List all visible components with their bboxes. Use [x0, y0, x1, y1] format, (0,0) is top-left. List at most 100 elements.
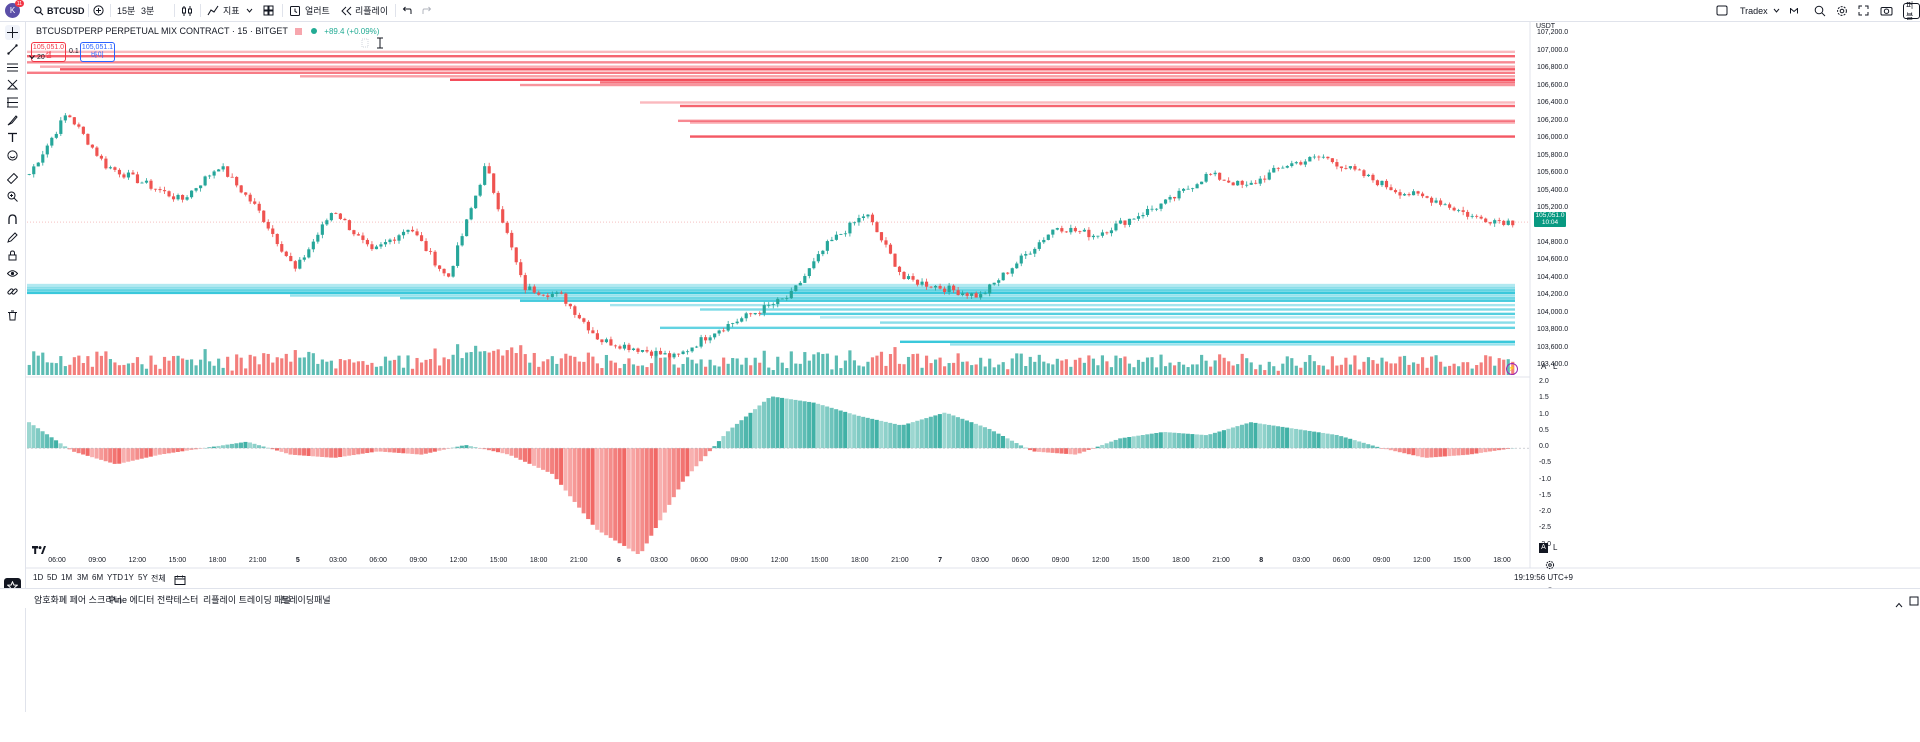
link-tool[interactable] [5, 284, 20, 299]
ruler-tool[interactable] [5, 171, 20, 186]
time-axis-label: 18:00 [1172, 557, 1190, 564]
chart-type-button[interactable] [181, 0, 193, 21]
volume-bar [1195, 364, 1199, 375]
candle-body [1200, 181, 1204, 185]
oscillator-bar [1343, 437, 1348, 449]
publish-button[interactable]: 퍼블 [1903, 1, 1920, 21]
clock[interactable]: 19:19:56 UTC+9 [1514, 573, 1573, 582]
add-symbol-button[interactable] [93, 0, 104, 21]
candle-body [1402, 194, 1407, 196]
settings-button[interactable] [1836, 0, 1848, 21]
fullscreen-button[interactable] [1858, 0, 1869, 21]
time-axis-label: 15:00 [1453, 557, 1471, 564]
range-button-전체[interactable]: 전체 [151, 574, 166, 583]
maximize-panel-button[interactable] [1909, 593, 1919, 611]
alert-button[interactable]: 얼러트 [289, 0, 330, 21]
layout-dropdown[interactable] [1773, 0, 1780, 21]
sell-button[interactable]: 105,051.0 셀 [31, 42, 66, 62]
volume-bar [171, 356, 176, 375]
layout-name[interactable]: Tradex [1740, 5, 1768, 16]
auto-scale-osc-button[interactable]: A [1539, 543, 1548, 553]
range-button-1d[interactable]: 1D [33, 573, 44, 582]
range-button-3m[interactable]: 3M [77, 573, 89, 582]
range-button-5y[interactable]: 5Y [138, 573, 148, 582]
oscillator-bar [342, 448, 347, 457]
drawing-mode-tool[interactable] [5, 230, 20, 245]
zoom-tool[interactable] [5, 189, 20, 204]
range-button-1y[interactable]: 1Y [124, 573, 134, 582]
layouts-button[interactable] [263, 0, 274, 21]
tab-trading-panel[interactable]: 트레이딩패널 [281, 595, 331, 605]
volume-bar [1168, 362, 1172, 375]
lock-tool[interactable] [5, 248, 20, 263]
buy-button[interactable]: 105,051.1 바이 [80, 42, 115, 62]
range-button-6m[interactable]: 6M [92, 573, 104, 582]
crosshair-tool[interactable] [5, 25, 20, 40]
magnet-tool[interactable] [5, 212, 20, 227]
oscillator-bar [387, 448, 392, 453]
price-axis[interactable]: USDT 107,200.0 107,000.0 106,800.0 106,600.… [1530, 22, 1920, 482]
date-range-button[interactable] [174, 572, 186, 590]
range-button-ytd[interactable]: YTD [107, 573, 123, 582]
pattern-tool[interactable] [5, 77, 20, 92]
tab-strategy-tester[interactable]: 전략테스터 [157, 595, 199, 605]
gmail-icon[interactable] [1790, 0, 1798, 21]
horizontal-lines-tool[interactable] [5, 60, 20, 75]
oscillator-axis-label: 0.5 [1539, 426, 1549, 434]
event-marker-icon[interactable]: ⚡ [1506, 363, 1518, 375]
depth-toggle[interactable]: 20 [29, 54, 45, 61]
fib-tool[interactable] [5, 95, 20, 110]
log-scale-osc-button[interactable]: L [1553, 543, 1558, 552]
remove-drawings-tool[interactable] [5, 308, 20, 323]
log-scale-button[interactable]: L [1553, 362, 1558, 371]
candle-body [1218, 172, 1222, 180]
trendline-tool[interactable] [5, 42, 20, 57]
time-axis-label: 18:00 [1493, 557, 1511, 564]
indicators-dropdown[interactable] [246, 0, 253, 21]
tab-replay-panel[interactable]: 리플레이 트레이딩 패널 [203, 595, 291, 605]
brush-tool[interactable] [5, 113, 20, 128]
collapse-panel-button[interactable] [1895, 595, 1903, 613]
volume-bar [622, 363, 627, 375]
ask-wall-bar [450, 78, 1515, 81]
candle-body [924, 281, 929, 287]
tab-pine-editor[interactable]: Pine 에디터 [109, 595, 155, 605]
candle-body [1430, 197, 1434, 203]
hide-drawings-tool[interactable] [5, 266, 20, 281]
interval-15m[interactable]: 15분 [117, 6, 136, 16]
volume-bar [505, 350, 509, 375]
candle-body [1145, 209, 1150, 216]
oscillator-bar [1348, 438, 1353, 449]
oscillator-bar [495, 448, 501, 453]
symbol-search[interactable]: BTCUSD [34, 0, 85, 21]
range-button-5d[interactable]: 5D [47, 573, 58, 582]
oscillator-bar [423, 448, 428, 454]
candle-body [415, 231, 419, 236]
oscillator-axis-label: 1.0 [1539, 410, 1549, 418]
emoji-tool[interactable] [5, 148, 20, 163]
auto-scale-button[interactable]: A [1541, 362, 1547, 371]
symbol-title[interactable]: BTCUSDTPERP PERPETUAL MIX CONTRACT · 15 … [36, 26, 288, 36]
oscillator-bar [1397, 448, 1402, 453]
interval-3m[interactable]: 3분 [141, 6, 155, 16]
redo-button[interactable] [422, 0, 433, 21]
oscillator-axis[interactable]: 2.01.51.00.50.0-0.5-1.0-1.5-2.0-2.5-3.0 [1530, 376, 1590, 556]
volume-bar [320, 359, 324, 375]
axis-settings-button[interactable] [1545, 557, 1555, 575]
tab-crypto-screener[interactable]: 암호화폐 페어 스크리너 [34, 595, 122, 605]
user-avatar[interactable]: K 11 [5, 0, 24, 18]
indicators-button[interactable]: 지표 [207, 0, 240, 21]
snapshot-button[interactable] [1880, 0, 1893, 21]
undo-button[interactable] [401, 0, 412, 21]
quick-search-button[interactable] [1814, 0, 1826, 21]
candle-body [1511, 220, 1515, 226]
volume-bar [1411, 362, 1416, 375]
volume-bar [1366, 357, 1371, 375]
volume-bar [1470, 368, 1474, 375]
range-button-1m[interactable]: 1M [61, 573, 73, 582]
replay-button[interactable]: 리플레이 [340, 0, 388, 21]
text-tool[interactable] [5, 130, 20, 145]
layout-toggle[interactable] [1716, 0, 1728, 21]
oscillator-bar [793, 399, 798, 449]
